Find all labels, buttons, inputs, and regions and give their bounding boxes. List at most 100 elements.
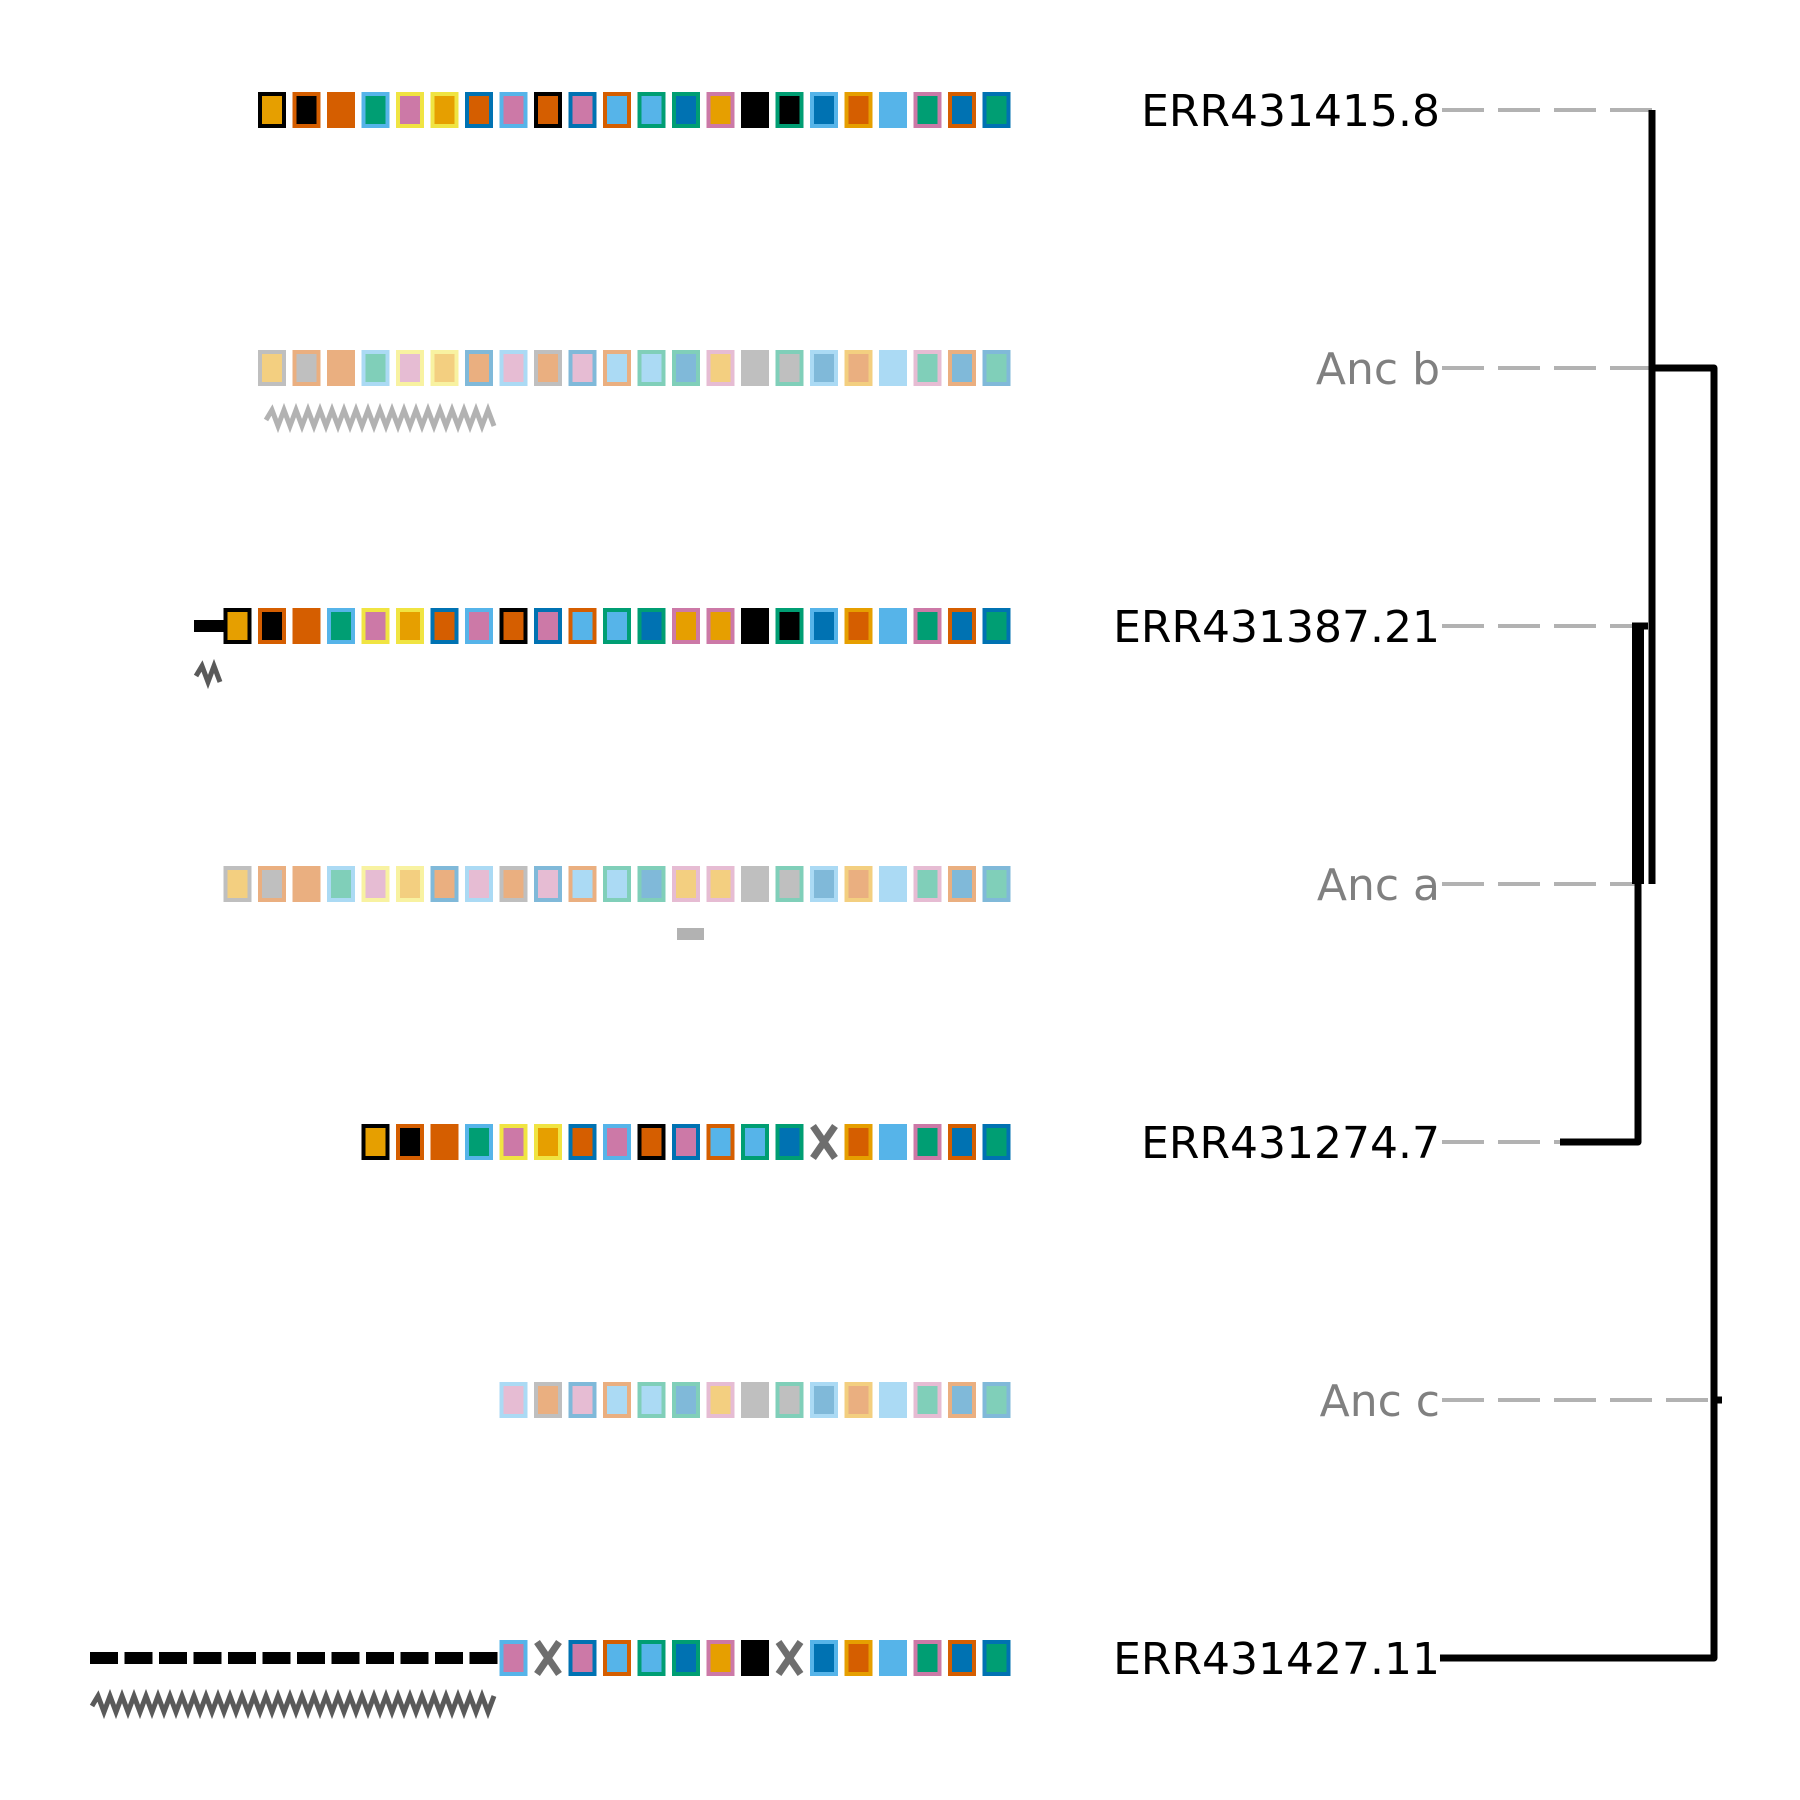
tree-branches [1440, 110, 1722, 1662]
spacer [396, 350, 424, 386]
spacer [879, 608, 907, 644]
spacer [913, 350, 942, 386]
leader-marker [194, 620, 224, 632]
spacer [499, 1382, 528, 1418]
spacer [327, 608, 355, 644]
spacer [672, 350, 700, 386]
spacer [775, 608, 804, 644]
spacer [258, 608, 286, 644]
spacer [672, 1124, 700, 1160]
spacer [568, 92, 597, 128]
spacer [913, 866, 942, 902]
tree-branch [1440, 364, 1718, 1662]
spacer [327, 92, 355, 128]
leaf-labels: ERR431415.8 Anc b ERR431387.21 Anc a ERR… [1113, 86, 1440, 1685]
spacer [499, 1124, 528, 1160]
spacer [327, 866, 355, 902]
spacer [948, 92, 976, 128]
spacer [810, 350, 838, 386]
spacer [361, 1124, 390, 1160]
spacer [913, 92, 942, 128]
spacer [982, 92, 1011, 128]
leader-dash [159, 1652, 187, 1664]
leader-dash [435, 1652, 463, 1664]
label-row-0: ERR431415.8 [1141, 86, 1440, 137]
spacer [603, 92, 631, 128]
spacer [672, 866, 700, 902]
spacer [568, 866, 597, 902]
spacer [672, 1640, 700, 1676]
spacer [948, 1124, 976, 1160]
spacer [879, 1124, 907, 1160]
spacer [879, 866, 907, 902]
spacer [982, 1640, 1011, 1676]
spacer [568, 1640, 597, 1676]
spacer [568, 1124, 597, 1160]
spacer [534, 866, 562, 902]
label-row-5: Anc c [1320, 1376, 1440, 1427]
spacer [706, 92, 735, 128]
spacer [775, 1124, 804, 1160]
label-row-6: ERR431427.11 [1113, 1634, 1440, 1685]
label-row-3: Anc a [1317, 860, 1440, 911]
spacer [775, 92, 804, 128]
spacer [982, 1124, 1011, 1160]
spacer [396, 866, 424, 902]
spacer [258, 866, 286, 902]
spacer [292, 866, 321, 902]
leader-dash [262, 1652, 291, 1664]
spacer [672, 608, 700, 644]
spacer [465, 350, 493, 386]
spacer [913, 608, 942, 644]
spacer [913, 1124, 942, 1160]
spacer-deletion-mark [810, 1124, 838, 1160]
spacer [741, 1640, 769, 1676]
spacer [430, 1124, 459, 1160]
spacer [775, 350, 804, 386]
spacer [879, 92, 907, 128]
spacer [361, 92, 390, 128]
spacer [568, 608, 597, 644]
spacer [637, 608, 666, 644]
array-events [89, 402, 704, 1720]
spacer [948, 350, 976, 386]
spacer [706, 866, 735, 902]
spacer [465, 92, 493, 128]
spacer [568, 350, 597, 386]
spacer [706, 350, 735, 386]
spacer [430, 866, 459, 902]
spacer [396, 92, 424, 128]
spacer [844, 1124, 873, 1160]
spacer [775, 1382, 804, 1418]
spacer [499, 608, 528, 644]
spacer [844, 866, 873, 902]
spacer [741, 350, 769, 386]
spacer [741, 866, 769, 902]
spacer [534, 1124, 562, 1160]
spacer [327, 350, 355, 386]
spacer [913, 1382, 942, 1418]
spacer [499, 350, 528, 386]
spacer [844, 92, 873, 128]
spacer [672, 92, 700, 128]
spacer [948, 1640, 976, 1676]
spacer [534, 92, 562, 128]
spacer [430, 350, 459, 386]
spacer [948, 1382, 976, 1418]
spacer [810, 1382, 838, 1418]
spacer [844, 1382, 873, 1418]
spacer [534, 350, 562, 386]
spacer [534, 608, 562, 644]
spacer [844, 608, 873, 644]
spacer [292, 92, 321, 128]
leader-dash [331, 1652, 360, 1664]
spacer [430, 92, 459, 128]
spacer [603, 1640, 631, 1676]
spacer [637, 1124, 666, 1160]
spacer [465, 866, 493, 902]
leader-dash [90, 1652, 118, 1664]
leader-dash [297, 1652, 325, 1664]
spacer [637, 92, 666, 128]
spacer [637, 1382, 666, 1418]
